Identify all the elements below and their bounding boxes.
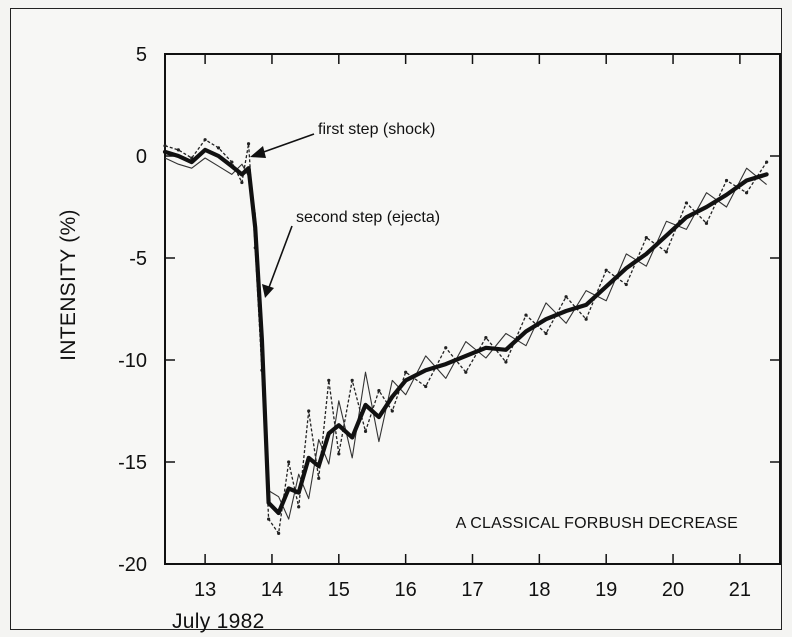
data-point [163,144,167,148]
x-axis-ticks: 13 14 15 16 17 18 19 20 21 [194,54,751,601]
annotation-second-step-arrowhead [262,284,274,298]
data-point [544,331,548,336]
y-tick-label: -10 [118,350,147,372]
data-point [765,160,769,164]
data-point [350,378,354,382]
data-point [240,180,244,185]
x-axis-label: July 1982 [172,610,265,633]
y-tick-label: -15 [118,452,147,474]
data-point [524,313,528,317]
x-tick-label: 18 [528,579,550,601]
annotation-first-step: first step (shock) [318,121,435,138]
series-line-dotted [164,139,768,535]
data-point [363,429,368,433]
data-point [744,191,749,195]
y-axis-label: INTENSITY (%) [57,209,80,361]
y-tick-label: 0 [136,146,147,168]
data-point [684,201,689,205]
data-point [327,378,331,382]
y-tick-label: -20 [118,554,147,576]
data-point [230,160,234,164]
data-point [337,452,341,456]
data-point [604,268,608,272]
x-tick-label: 14 [261,579,283,601]
x-tick-label: 17 [461,579,483,601]
plot-frame [164,53,781,565]
data-point [277,531,281,536]
annotation-first-step-arrow [257,133,315,155]
data-point [484,335,488,340]
series-line-thick [162,147,769,516]
data-point [203,138,207,142]
x-tick-label: 16 [395,579,417,601]
x-tick-label: 21 [729,579,751,601]
data-point [297,505,301,509]
figure-border [10,8,782,630]
data-point [390,409,394,413]
x-tick-label: 15 [328,579,350,601]
data-point [724,178,729,183]
data-point [307,409,311,413]
data-point [584,317,588,321]
data-point [176,148,180,152]
data-point [216,146,221,150]
data-point [287,460,291,464]
data-point [564,295,568,299]
y-tick-label: 5 [136,44,147,66]
chart-caption: A CLASSICAL FORBUSH DECREASE [456,515,738,532]
data-point [504,360,508,364]
data-point [424,384,428,389]
annotation-second-step-arrow [267,225,293,291]
x-tick-label: 20 [662,579,684,601]
annotation-second-step: second step (ejecta) [296,209,440,226]
annotation-first-step-arrowhead [250,146,266,158]
series-group [162,138,769,536]
data-point [644,236,648,240]
data-point [377,389,381,393]
x-tick-label: 19 [595,579,617,601]
data-point [624,282,628,287]
data-point [464,370,468,374]
y-tick-label: -5 [129,248,147,270]
y-axis-ticks: 5 0 -5 -10 -15 -20 [118,44,780,576]
data-point [664,250,668,254]
data-point [246,142,251,146]
data-point [704,221,709,225]
data-point [317,476,321,480]
data-point [404,370,408,374]
data-point [267,517,271,521]
data-point [444,346,448,350]
x-tick-label: 13 [194,579,216,601]
